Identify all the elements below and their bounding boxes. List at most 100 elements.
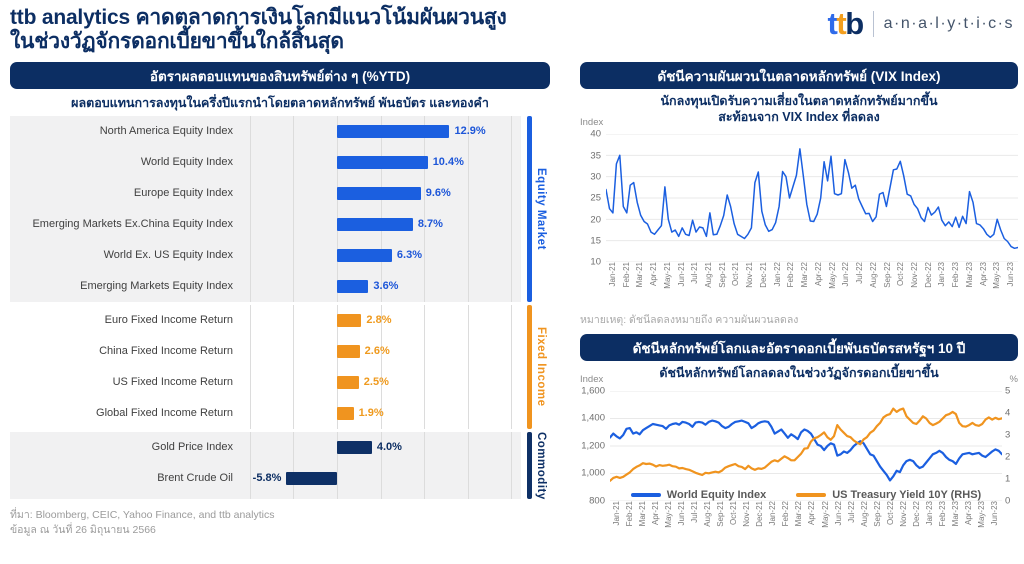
x-tick-label: Jan-21 — [607, 262, 617, 287]
gridline — [467, 304, 469, 429]
source-line-2: ข้อมูล ณ วันที่ 26 มิถุนายน 2566 — [10, 524, 156, 537]
y-tick-label: 2 — [1005, 451, 1011, 463]
x-tick: Aug-21 — [701, 501, 714, 557]
x-tick: Jul-21 — [688, 262, 702, 308]
x-tick: Mar-23 — [963, 262, 977, 308]
vix-panel-title: ดัชนีความผันผวนในตลาดหลักทรัพย์ (VIX Ind… — [580, 62, 1018, 89]
bar-label: Global Fixed Income Return — [96, 407, 233, 420]
y-tick-label: 1,600 — [581, 385, 605, 397]
logo-letter-t2: t — [836, 6, 846, 41]
right-column: ดัชนีความผันผวนในตลาดหลักทรัพย์ (VIX Ind… — [580, 62, 1018, 557]
category-label-wrap: Equity Market — [532, 116, 550, 302]
x-tick: Jul-21 — [688, 501, 701, 557]
x-tick-label: Jan-23 — [925, 500, 935, 526]
x-tick-label: May-22 — [820, 500, 830, 528]
vix-x-axis: Jan-21 Feb-21 Mar-21 Apr-21 May-21 Jun-21 Jul-… — [606, 262, 1018, 308]
x-tick-label: Apr-21 — [649, 262, 659, 287]
gridline — [511, 115, 513, 302]
bar — [337, 279, 369, 293]
x-tick-label: Mar-23 — [964, 262, 974, 288]
x-tick: Sep-22 — [881, 262, 895, 308]
x-tick-label: Nov-21 — [742, 500, 752, 527]
y-tick-label: 4 — [1005, 407, 1011, 419]
x-tick-label: Feb-22 — [781, 500, 791, 527]
x-tick: Jan-21 — [610, 501, 623, 557]
x-tick-label: May-23 — [977, 500, 987, 528]
bar-row-north-america-equity-index: North America Equity Index 12.9% — [10, 116, 521, 147]
vix-y-axis: 40 35 30 25 20 15 10 — [580, 129, 606, 268]
x-tick: Jun-23 — [989, 501, 1002, 557]
x-tick-label: Feb-23 — [938, 500, 948, 527]
x-tick-label: Jun-23 — [1006, 262, 1016, 287]
ttb-logo-wordmark: ttb — [828, 6, 865, 41]
y-tick-label: 5 — [1005, 385, 1011, 397]
x-tick-label: Feb-23 — [951, 262, 961, 288]
bar-label: Brent Crude Oil — [157, 472, 233, 485]
line-chart-svg — [606, 134, 1018, 263]
dual-panel-title: ดัชนีหลักทรัพย์โลกและอัตราดอกเบี้ยพันธบั… — [580, 334, 1018, 362]
x-tick-label: Sep-21 — [716, 500, 726, 527]
bar-gridlines — [245, 304, 521, 429]
x-tick-label: Jun-21 — [676, 500, 686, 526]
x-tick-label: Oct-22 — [896, 262, 906, 287]
x-tick: Nov-22 — [897, 501, 910, 557]
x-tick: Jan-21 — [606, 262, 620, 308]
x-tick: Dec-22 — [922, 262, 936, 308]
bar-value: 2.5% — [363, 376, 389, 389]
title-line-1: ttb analytics คาดตลาดการเงินโลกมีแนวโน้ม… — [10, 6, 507, 29]
bar-value: 12.9% — [454, 125, 486, 138]
y-tick-label: 1,400 — [581, 412, 605, 424]
bar — [337, 313, 362, 327]
bar-section-commodity: Gold Price Index 4.0% Brent Crude Oil -5.8%… — [10, 431, 550, 500]
x-tick: Feb-22 — [780, 501, 793, 557]
bar — [337, 217, 413, 231]
dual-left-axis-unit: Index — [580, 373, 604, 385]
bar-track: 2.5% — [245, 367, 521, 398]
y-tick-label: 10 — [590, 256, 601, 268]
gridline — [424, 431, 426, 500]
x-tick: Apr-21 — [649, 501, 662, 557]
bar-track: 1.9% — [245, 398, 521, 429]
x-tick-label: Jul-21 — [690, 262, 700, 285]
bar-row-brent-crude-oil: Brent Crude Oil -5.8% — [10, 463, 521, 494]
bar-label: World Ex. US Equity Index — [103, 249, 233, 262]
bar — [337, 344, 360, 358]
x-tick: Jun-21 — [675, 262, 689, 308]
gridline — [467, 115, 469, 302]
x-tick: May-21 — [661, 262, 675, 308]
y-tick-label: 1,200 — [581, 440, 605, 452]
x-tick-label: Apr-21 — [650, 500, 660, 525]
x-tick-label: Aug-21 — [702, 500, 712, 527]
y-tick-label: 30 — [590, 171, 601, 183]
category-strip-fixed-income — [527, 304, 533, 429]
x-tick-label: Jun-22 — [833, 500, 843, 526]
bar-value: 2.8% — [366, 314, 392, 327]
x-tick-label: Nov-21 — [745, 262, 755, 289]
x-tick-label: Mar-21 — [635, 262, 645, 288]
x-tick-label: Feb-21 — [624, 500, 634, 527]
logo-divider — [872, 10, 874, 37]
vix-subtitle-block: นักลงทุนเปิดรับความเสี่ยงในตลาดหลักทรัพย… — [580, 94, 1018, 128]
x-tick: Sep-21 — [716, 262, 730, 308]
x-tick: Apr-22 — [812, 262, 826, 308]
y-tick-label: 35 — [590, 150, 601, 162]
x-tick: Jul-22 — [853, 262, 867, 308]
bar-gridlines — [245, 115, 521, 302]
y-tick-label: 25 — [590, 192, 601, 204]
bar-section-rows: North America Equity Index 12.9% World Equ… — [10, 115, 521, 302]
gridline — [424, 115, 426, 302]
x-tick: Aug-22 — [858, 501, 871, 557]
bar — [337, 186, 421, 200]
gridline — [293, 115, 295, 302]
gridline — [511, 431, 513, 500]
x-tick-label: Feb-22 — [786, 262, 796, 288]
vix-index-line — [606, 148, 1018, 250]
x-tick: Feb-21 — [623, 501, 636, 557]
x-tick-label: Aug-22 — [868, 262, 878, 289]
bar-value: 10.4% — [432, 156, 464, 169]
gridline — [249, 431, 251, 500]
bar-track: 4.0% — [245, 432, 521, 463]
x-tick: Jul-22 — [845, 501, 858, 557]
dual-x-axis: Jan-21 Feb-21 Mar-21 Apr-21 May-21 Jun-21 Jul-… — [610, 501, 1002, 557]
asset-returns-panel: อัตราผลตอบแทนของสินทรัพย์ต่าง ๆ (%YTD) ผ… — [10, 62, 550, 538]
